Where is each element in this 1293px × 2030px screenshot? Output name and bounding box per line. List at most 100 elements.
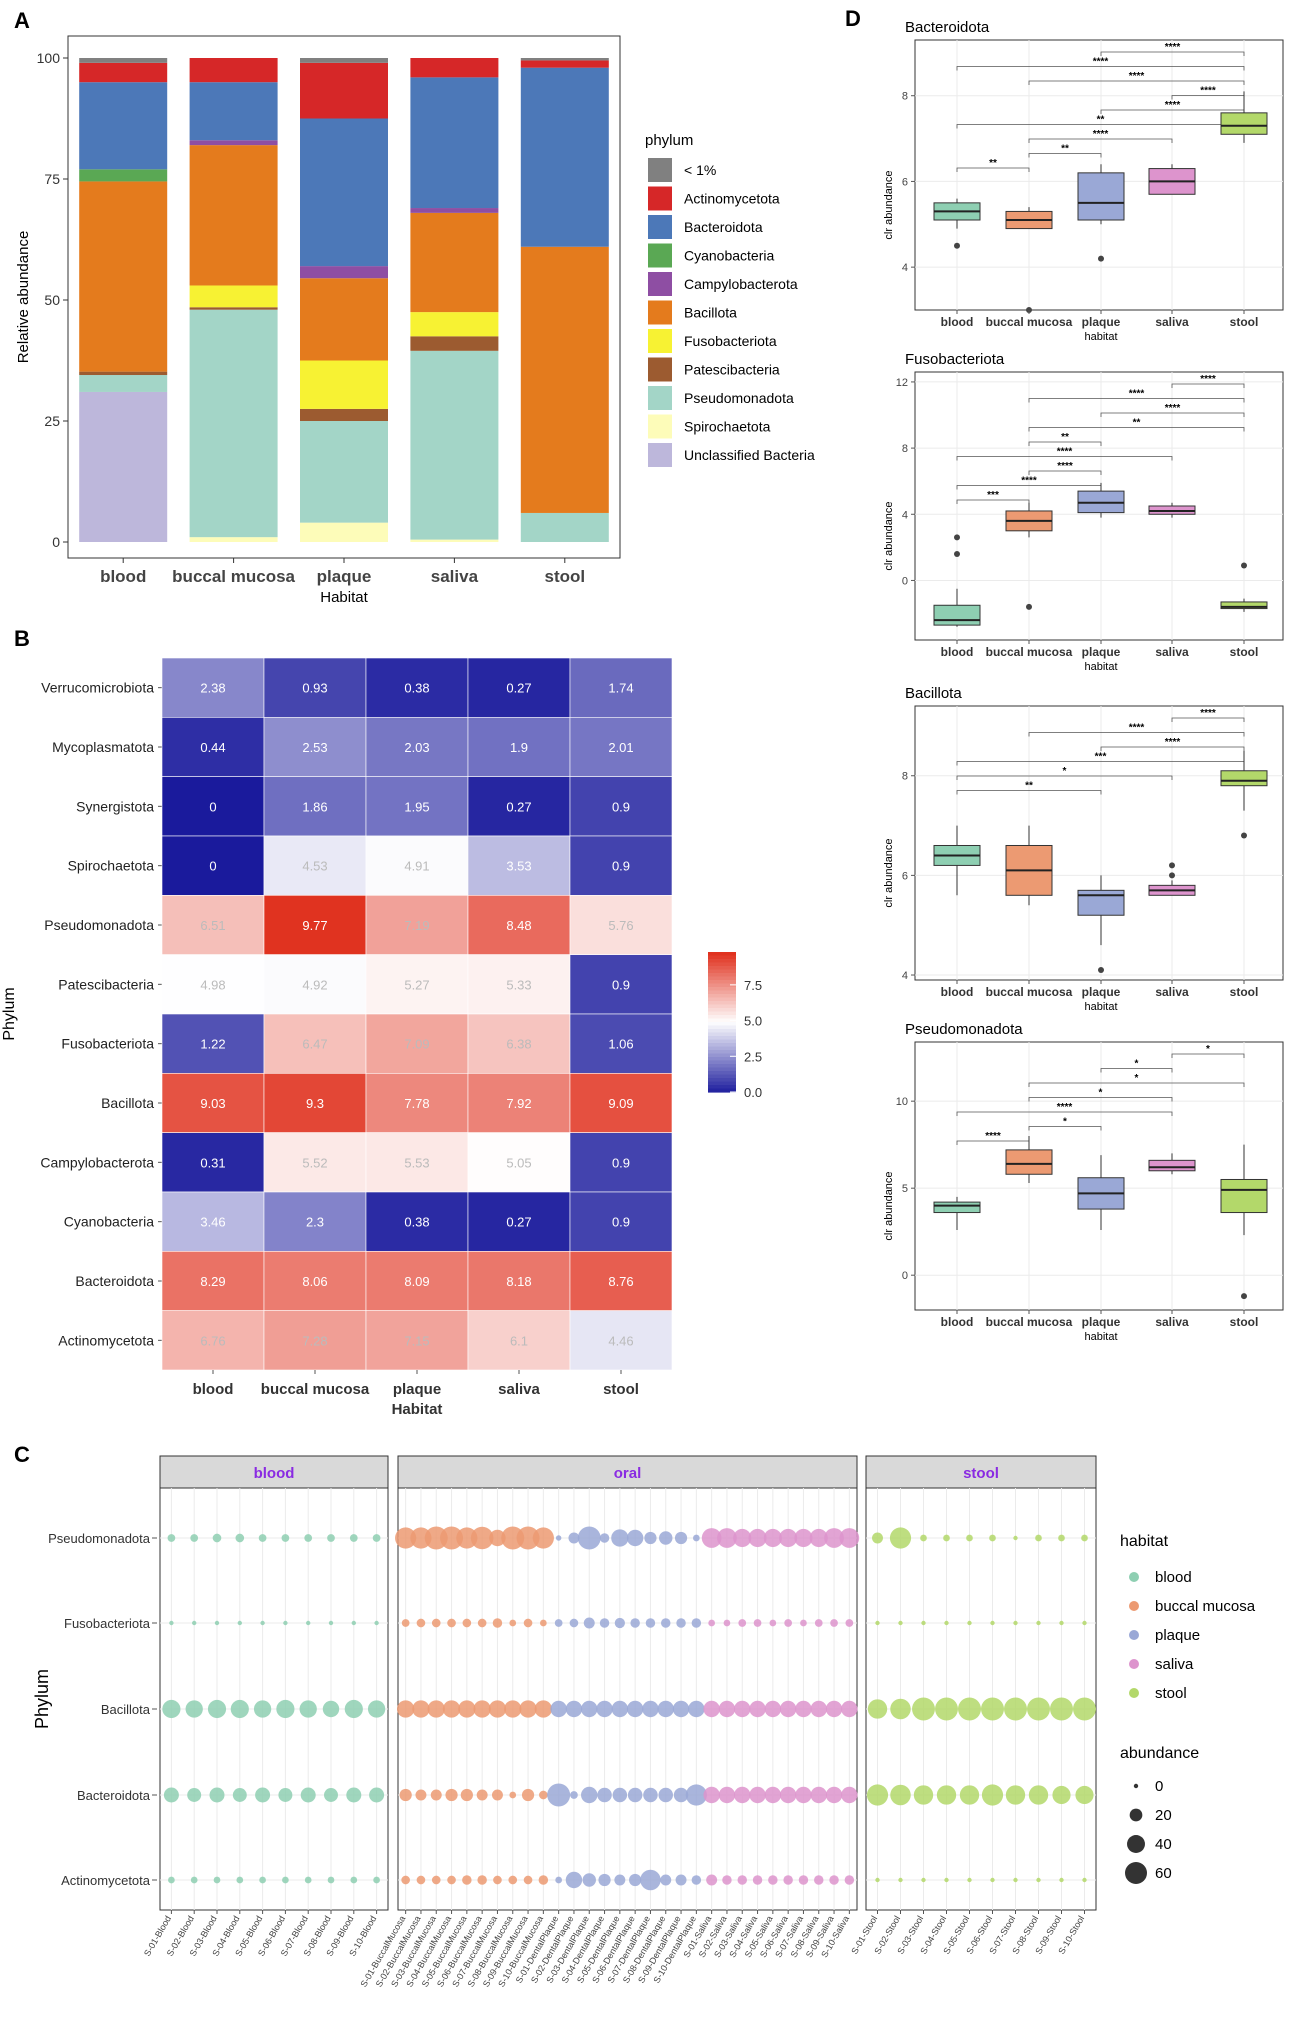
bubble-s-06-buccalmucosa-fusobacteriota [477, 1618, 487, 1628]
legend-label-spirochaetota: Spirochaetota [684, 419, 771, 435]
y-tick-label: 50 [44, 292, 60, 308]
bubble-s-03-saliva-fusobacteriota [738, 1619, 747, 1627]
significance-bracket [1028, 732, 1245, 737]
bubble-s-05-buccalmucosa-bacteroidota [460, 1788, 473, 1802]
heatmap-cell-cyanobacteria-saliva [467, 1191, 571, 1252]
bubble-s-02-stool-pseudomonadota [889, 1527, 912, 1549]
heatmap-cell-bacteroidota-saliva [467, 1251, 571, 1311]
bubble-s-04-saliva-bacteroidota [749, 1786, 766, 1804]
cell-value-label: 9.77 [302, 918, 327, 933]
significance-label: **** [1129, 71, 1145, 82]
cell-value-label: 3.53 [506, 859, 531, 874]
colorbar-tick-label: 5.0 [744, 1014, 762, 1029]
bubble-s-06-blood-fusobacteriota [283, 1620, 288, 1626]
bubble-s-05-dentalplaque-actinomycetota [614, 1874, 626, 1886]
bubble-s-04-stool-bacteroidota [936, 1785, 957, 1805]
box-blood [933, 1201, 981, 1214]
colorbar-step [708, 1046, 736, 1051]
colorbar-step [708, 990, 736, 995]
bubble-s-04-dentalplaque-pseudomonadota [599, 1533, 610, 1543]
bubble-s-01-blood-actinomycetota [168, 1876, 175, 1884]
bubble-s-01-saliva-actinomycetota [706, 1874, 718, 1886]
bar-segment-saliva-patescibacteria [410, 336, 499, 351]
bubble-s-01-dentalplaque-fusobacteriota [554, 1619, 563, 1627]
x-tick-label: saliva [1155, 985, 1189, 999]
bubble-s-06-blood-actinomycetota [282, 1876, 289, 1884]
bubble-s-08-blood-actinomycetota [327, 1876, 335, 1884]
heatmap-cell-campylobacterota-plaque [365, 1132, 469, 1193]
bubble-s-10-buccalmucosa-bacteroidota [539, 1790, 548, 1800]
x-tick-label: buccal mucosa [986, 315, 1073, 329]
bubble-s-06-buccalmucosa-bacteroidota [476, 1789, 488, 1801]
bubble-s-09-dentalplaque-fusobacteriota [676, 1618, 686, 1628]
bar-segment-buccal-mucosa-pseudomonadota [189, 309, 278, 538]
bar-segment-saliva-fusobacteriota [410, 312, 499, 337]
colorbar-step [708, 1057, 736, 1062]
bubble-s-10-blood-pseudomonadota [372, 1534, 381, 1542]
bubble-s-04-stool-actinomycetota [944, 1877, 949, 1883]
bubble-s-09-dentalplaque-pseudomonadota [674, 1531, 688, 1545]
x-axis-title: habitat [1084, 661, 1117, 673]
significance-label: **** [1129, 723, 1145, 734]
significance-bracket [1028, 398, 1245, 403]
bubble-s-10-saliva-actinomycetota [844, 1875, 855, 1885]
legend-swatch-patescibacteria [648, 357, 672, 382]
outlier-point [1241, 1293, 1247, 1300]
bubble-s-01-saliva-pseudomonadota [701, 1528, 722, 1548]
y-axis-title: Phylum [32, 1669, 52, 1729]
x-axis-title: Habitat [320, 589, 368, 606]
facet-strip-blood [159, 1455, 389, 1489]
bubble-s-02-buccalmucosa-bacillota [412, 1700, 430, 1718]
bar-segment-buccal-mucosa-fusobacteriota [189, 285, 278, 308]
colorbar-step [708, 1032, 736, 1037]
cell-value-label: 2.01 [608, 740, 633, 755]
bar-segment-buccal-mucosa-bacteroidota [189, 82, 278, 141]
heatmap-cell-synergistota-buccal-mucosa [263, 776, 367, 837]
legend-size-label: 40 [1155, 1836, 1172, 1853]
bubble-s-02-blood-actinomycetota [190, 1876, 198, 1884]
bubble-s-07-buccalmucosa-bacteroidota [491, 1789, 503, 1801]
x-tick-label: blood [941, 1315, 974, 1329]
bubble-s-08-dentalplaque-fusobacteriota [661, 1618, 671, 1628]
row-label-spirochaetota: Spirochaetota [68, 858, 155, 874]
bubble-s-01-saliva-bacillota [703, 1700, 720, 1718]
bubble-s-10-saliva-pseudomonadota [839, 1528, 860, 1548]
cell-value-label: 1.74 [608, 681, 633, 696]
cell-value-label: 4.98 [200, 977, 225, 992]
heatmap-cell-pseudomonadota-buccal-mucosa [263, 895, 367, 955]
x-tick-label: saliva [1155, 1315, 1189, 1329]
cell-value-label: 4.53 [302, 859, 327, 874]
significance-label: ** [1097, 115, 1105, 126]
bubble-s-03-blood-bacillota [207, 1699, 227, 1719]
bubble-s-08-stool-bacteroidota [1028, 1785, 1049, 1805]
box-stool [1220, 1178, 1268, 1214]
heatmap-cell-bacillota-saliva [467, 1073, 571, 1133]
colorbar-step [708, 980, 736, 985]
cell-value-label: 6.76 [200, 1333, 225, 1348]
heatmap-cell-spirochaetota-stool [569, 835, 673, 896]
heatmap-cell-patescibacteria-stool [569, 954, 673, 1015]
bubble-s-04-buccalmucosa-actinomycetota [447, 1875, 456, 1885]
cell-value-label: 4.91 [404, 859, 429, 874]
cell-value-label: 5.53 [404, 1155, 429, 1170]
y-tick-label: 4 [902, 509, 908, 521]
cell-value-label: 5.05 [506, 1155, 531, 1170]
colorbar-tick-label: 7.5 [744, 978, 762, 993]
legend-swatch-bacteroidota [648, 215, 672, 239]
heatmap-cell-cyanobacteria-plaque [365, 1191, 469, 1252]
row-label-bacillota: Bacillota [101, 1095, 154, 1111]
bubble-s-04-blood-fusobacteriota [237, 1620, 242, 1626]
bubble-s-01-stool-actinomycetota [875, 1877, 880, 1883]
facet-label-blood: blood [254, 1465, 295, 1482]
significance-bracket [956, 1111, 1173, 1116]
bubble-s-08-stool-bacillota [1027, 1697, 1050, 1721]
legend-dot-saliva [1129, 1659, 1139, 1669]
x-axis-title: habitat [1084, 1001, 1117, 1013]
cell-value-label: 7.15 [404, 1333, 429, 1348]
heatmap-cell-patescibacteria-saliva [467, 954, 571, 1015]
bubble-s-06-blood-bacteroidota [278, 1788, 293, 1802]
colorbar-step [708, 1074, 736, 1079]
bubble-s-05-blood-bacteroidota [255, 1787, 271, 1803]
bubble-s-07-buccalmucosa-actinomycetota [493, 1875, 502, 1885]
